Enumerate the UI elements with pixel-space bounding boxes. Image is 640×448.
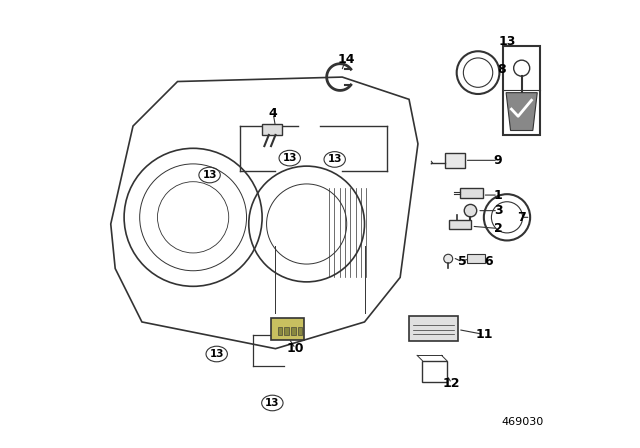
Text: 13: 13 xyxy=(328,155,342,164)
Text: 10: 10 xyxy=(287,342,304,355)
Bar xyxy=(271,319,305,340)
Text: 2: 2 xyxy=(493,222,502,235)
Bar xyxy=(422,361,447,382)
Text: 469030: 469030 xyxy=(502,417,544,427)
Bar xyxy=(409,316,458,340)
Bar xyxy=(460,188,483,198)
Text: 13: 13 xyxy=(282,153,297,163)
Text: 9: 9 xyxy=(494,154,502,167)
Bar xyxy=(502,46,540,135)
Text: 13: 13 xyxy=(209,349,224,359)
Text: 12: 12 xyxy=(443,377,461,390)
Text: 8: 8 xyxy=(497,63,506,76)
Text: 11: 11 xyxy=(475,328,493,341)
Text: 1: 1 xyxy=(493,189,502,202)
Circle shape xyxy=(444,254,452,263)
Text: 5: 5 xyxy=(458,255,467,268)
Bar xyxy=(467,254,484,263)
Bar xyxy=(298,327,302,335)
Bar xyxy=(262,124,282,135)
Text: 14: 14 xyxy=(337,53,355,66)
Bar xyxy=(445,153,465,168)
Text: 7: 7 xyxy=(517,211,525,224)
Bar xyxy=(284,327,289,335)
Text: 13: 13 xyxy=(202,170,217,180)
Text: 6: 6 xyxy=(484,255,493,268)
Circle shape xyxy=(464,204,477,217)
Polygon shape xyxy=(506,93,537,130)
Bar xyxy=(278,327,282,335)
Text: 4: 4 xyxy=(269,107,278,120)
Bar xyxy=(449,220,472,229)
Bar xyxy=(291,327,296,335)
Text: 13: 13 xyxy=(499,35,516,48)
Text: 13: 13 xyxy=(265,398,280,408)
Text: 3: 3 xyxy=(494,204,502,217)
